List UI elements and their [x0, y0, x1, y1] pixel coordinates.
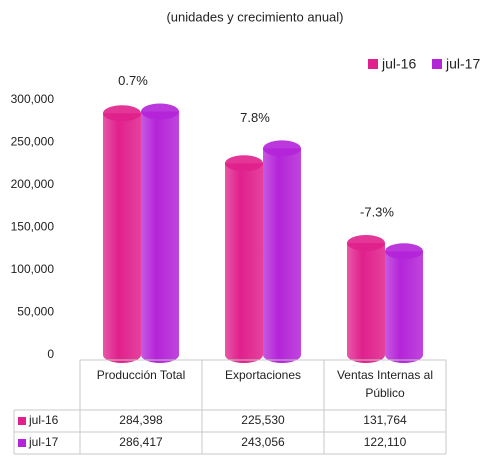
legend-swatch — [18, 439, 26, 447]
bar-top — [263, 140, 301, 157]
legend-label: jul-17 — [445, 56, 480, 72]
bar-top — [385, 243, 423, 260]
y-tick-label: 0 — [47, 347, 54, 361]
bar — [347, 243, 385, 363]
annotation: 0.7% — [118, 73, 148, 88]
table-value: 284,398 — [119, 413, 163, 427]
bar-top — [347, 235, 385, 252]
bar — [263, 148, 301, 363]
legend-label: jul-16 — [381, 56, 416, 72]
y-tick-label: 150,000 — [11, 220, 55, 234]
y-tick-label: 50,000 — [17, 305, 54, 319]
x-tick-label: Producción Total — [97, 368, 186, 382]
table-value: 122,110 — [364, 435, 407, 449]
x-tick-label: Exportaciones — [225, 368, 301, 382]
bar — [141, 111, 179, 363]
bar-top — [103, 105, 141, 122]
bar-top — [141, 103, 179, 120]
table-value: 243,056 — [241, 435, 285, 449]
row-label: jul-17 — [28, 435, 59, 449]
legend-swatch — [432, 59, 442, 69]
bar — [385, 251, 423, 363]
table-value: 286,417 — [119, 435, 163, 449]
y-tick-label: 200,000 — [11, 177, 55, 191]
y-tick-label: 300,000 — [11, 92, 55, 106]
legend-swatch — [18, 417, 26, 425]
table-value: 225,530 — [241, 413, 285, 427]
annotation: 7.8% — [240, 110, 270, 125]
table-value: 131,764 — [363, 413, 407, 427]
bar — [225, 163, 263, 363]
annotation: -7.3% — [360, 204, 394, 219]
y-tick-label: 250,000 — [11, 135, 55, 149]
x-tick-label: Ventas Internas al Público — [337, 368, 433, 400]
y-tick-label: 100,000 — [11, 262, 55, 276]
bar — [103, 113, 141, 363]
row-label: jul-16 — [28, 413, 59, 427]
bar-top — [225, 155, 263, 172]
legend-swatch — [368, 59, 378, 69]
chart-title: (unidades y crecimiento anual) — [166, 9, 343, 24]
